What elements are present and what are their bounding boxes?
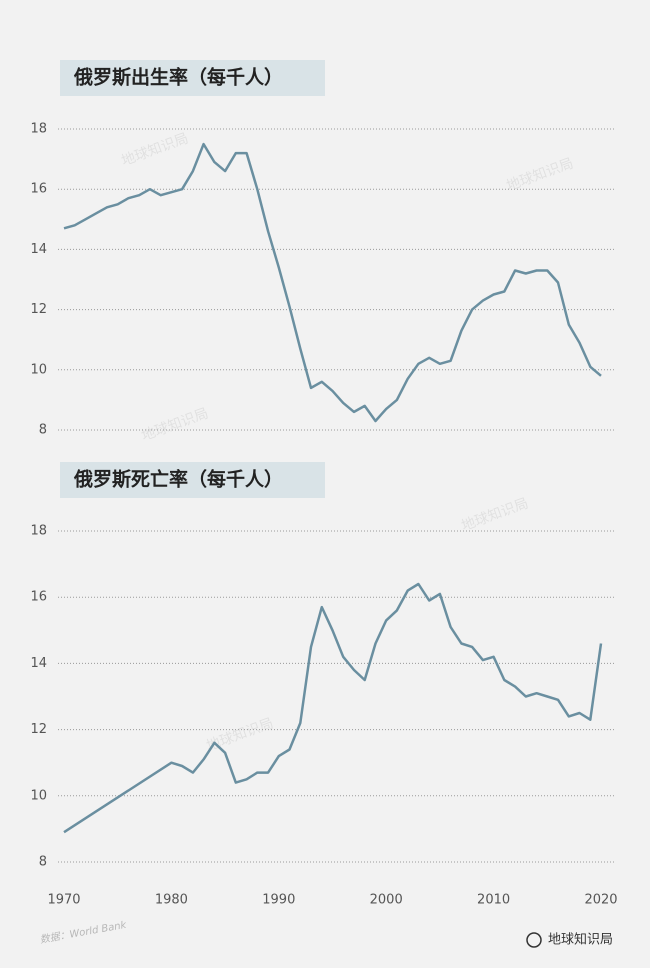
x-tick-label: 2000	[370, 893, 403, 908]
chart-title: 俄罗斯出生率（每千人）	[73, 66, 283, 89]
x-tick-label: 1970	[47, 893, 80, 908]
title-box	[60, 462, 325, 498]
y-tick-label: 14	[30, 242, 47, 257]
y-tick-label: 10	[30, 362, 47, 377]
y-tick-label: 16	[30, 590, 47, 605]
y-tick-label: 12	[30, 302, 47, 317]
x-tick-label: 2020	[584, 893, 617, 908]
x-tick-label: 1990	[262, 893, 295, 908]
data-line	[63, 142, 602, 423]
x-tick-label: 1980	[155, 893, 188, 908]
logo-icon	[526, 932, 542, 948]
chart-title: 俄罗斯死亡率（每千人）	[73, 468, 283, 491]
y-tick-label: 12	[30, 722, 47, 737]
y-tick-label: 10	[30, 788, 47, 803]
y-tick-label: 8	[39, 855, 47, 870]
y-tick-label: 14	[30, 656, 47, 671]
y-tick-label: 18	[30, 524, 47, 539]
y-tick-label: 8	[39, 423, 47, 438]
data-line	[63, 582, 603, 834]
logo: 地球知识局	[548, 932, 613, 948]
y-tick-label: 16	[30, 182, 47, 197]
x-tick-label: 2010	[477, 893, 510, 908]
title-box	[60, 60, 325, 96]
y-tick-label: 18	[30, 122, 47, 137]
